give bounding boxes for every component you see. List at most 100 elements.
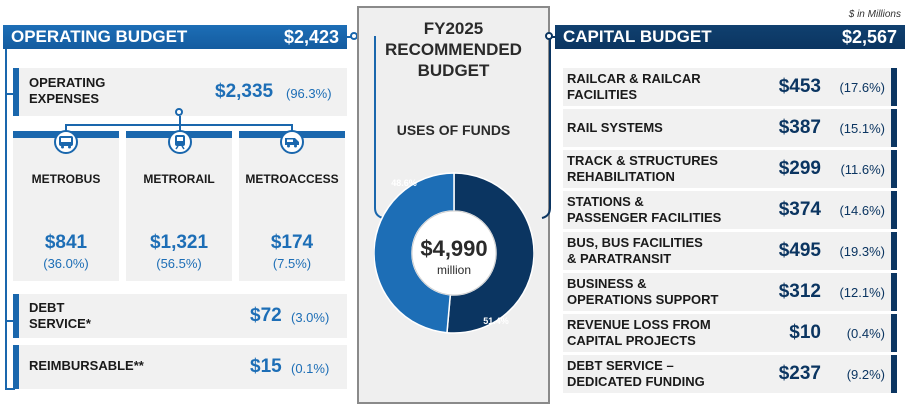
debt-service-label-line1: DEBT xyxy=(29,300,65,315)
capital-budget-title: CAPITAL BUDGET xyxy=(563,27,712,46)
mode-pct: (7.5%) xyxy=(272,256,312,271)
donut-label-capital: 51.4% xyxy=(483,316,509,326)
capital-item-accent xyxy=(891,355,897,393)
capital-item-pct: (17.6%) xyxy=(839,80,885,95)
connector-line-right xyxy=(541,36,551,219)
reimbursable-value: $15 xyxy=(250,356,282,377)
reimbursable-accent xyxy=(13,345,19,389)
capital-item-accent xyxy=(891,232,897,270)
modes-tree-drop xyxy=(291,124,293,131)
capital-item-label: BUSINESS & OPERATIONS SUPPORT xyxy=(567,276,767,308)
donut-total-unit: million xyxy=(437,263,471,277)
capital-item-row: TRACK & STRUCTURES REHABILITATION $299 (11.… xyxy=(563,150,897,188)
capital-item-label: RAIL SYSTEMS xyxy=(567,120,767,136)
capital-item-row: BUSINESS & OPERATIONS SUPPORT $312 (12.1%) xyxy=(563,273,897,311)
mode-box-metroaccess: METROACCESS $174 (7.5%) xyxy=(239,131,345,281)
capital-item-label-line1: BUS, BUS FACILITIES xyxy=(567,235,703,250)
capital-item-row: DEBT SERVICE – DEDICATED FUNDING $237 (9.2%… xyxy=(563,355,897,393)
operating-expenses-pct: (96.3%) xyxy=(286,86,332,101)
operating-budget-header: OPERATING BUDGET $2,423 xyxy=(3,25,347,49)
mode-name: METRORAIL xyxy=(143,172,215,186)
capital-item-value: $495 xyxy=(778,240,821,261)
uses-of-funds-label: USES OF FUNDS xyxy=(396,122,511,138)
modes-tree-node xyxy=(175,108,183,116)
debt-service-value: $72 xyxy=(250,305,282,326)
capital-item-value: $387 xyxy=(778,117,821,138)
capital-item-value: $10 xyxy=(789,322,821,343)
center-connector-right xyxy=(550,36,556,38)
mode-name: METROBUS xyxy=(31,172,101,186)
operating-budget-title: OPERATING BUDGET xyxy=(11,27,188,46)
mode-pct: (56.5%) xyxy=(156,256,202,271)
capital-item-label: REVENUE LOSS FROM CAPITAL PROJECTS xyxy=(567,317,767,349)
capital-item-pct: (0.4%) xyxy=(846,326,885,341)
capital-item-pct: (19.3%) xyxy=(839,244,885,259)
modes-tree-bar xyxy=(65,124,291,126)
reimbursable-label: REIMBURSABLE** xyxy=(29,358,144,373)
debt-service-box: DEBT SERVICE* $72 (3.0%) xyxy=(13,294,347,338)
capital-item-label: STATIONS & PASSENGER FACILITIES xyxy=(567,194,767,226)
rail-icon xyxy=(168,130,192,154)
reimbursable-pct: (0.1%) xyxy=(291,361,330,376)
operating-expenses-box: OPERATING EXPENSES $2,335 (96.3%) xyxy=(13,68,347,116)
capital-item-label-line2: CAPITAL PROJECTS xyxy=(567,333,696,348)
debt-service-accent xyxy=(13,294,19,338)
capital-item-label: TRACK & STRUCTURES REHABILITATION xyxy=(567,153,767,185)
bus-icon xyxy=(54,130,78,154)
capital-item-value: $374 xyxy=(778,199,821,220)
donut-hole xyxy=(411,210,497,296)
modes-tree-stem xyxy=(179,116,181,125)
capital-item-row: RAIL SYSTEMS $387 (15.1%) xyxy=(563,109,897,147)
capital-item-label-line1: BUSINESS & xyxy=(567,276,647,291)
capital-item-label: DEBT SERVICE – DEDICATED FUNDING xyxy=(567,358,767,390)
capital-item-label-line2: OPERATIONS SUPPORT xyxy=(567,292,719,307)
operating-expenses-accent xyxy=(13,68,19,116)
capital-item-value: $453 xyxy=(778,76,821,97)
capital-item-accent xyxy=(891,109,897,147)
connector-node xyxy=(545,32,553,40)
operating-tree-spine xyxy=(5,49,7,389)
capital-item-accent xyxy=(891,191,897,229)
reimbursable-box: REIMBURSABLE** $15 (0.1%) xyxy=(13,345,347,389)
capital-item-value: $299 xyxy=(778,158,821,179)
capital-item-row: REVENUE LOSS FROM CAPITAL PROJECTS $10 (0.4… xyxy=(563,314,897,352)
center-title-line3: BUDGET xyxy=(417,61,490,80)
operating-tree-branch xyxy=(5,320,15,322)
donut-label-operating: 48.6% xyxy=(391,178,417,188)
mode-name: METROACCESS xyxy=(245,172,339,186)
mode-box-metrorail: METRORAIL $1,321 (56.5%) xyxy=(126,131,232,281)
capital-item-accent xyxy=(891,150,897,188)
capital-item-pct: (15.1%) xyxy=(839,121,885,136)
mode-value: $174 xyxy=(270,232,314,253)
operating-tree-branch xyxy=(5,388,15,390)
capital-item-accent xyxy=(891,314,897,352)
capital-item-pct: (9.2%) xyxy=(846,367,885,382)
capital-budget-total: $2,567 xyxy=(841,26,897,47)
capital-item-pct: (11.6%) xyxy=(840,162,885,177)
operating-tree-branch xyxy=(5,93,15,95)
modes-tree-drop xyxy=(179,124,181,131)
capital-item-pct: (12.1%) xyxy=(839,285,885,300)
modes-tree-drop xyxy=(65,124,67,131)
capital-item-label-line1: REVENUE LOSS FROM xyxy=(567,317,711,332)
capital-item-accent xyxy=(891,273,897,311)
capital-item-label-line1: DEBT SERVICE – xyxy=(567,358,674,373)
capital-item-accent xyxy=(891,68,897,106)
mode-pct: (36.0%) xyxy=(43,256,89,271)
capital-item-pct: (14.6%) xyxy=(839,203,885,218)
capital-item-label-line2: DEDICATED FUNDING xyxy=(567,374,705,389)
capital-item-value: $312 xyxy=(778,281,821,302)
center-title-line1: FY2025 xyxy=(423,19,484,38)
capital-budget-header: CAPITAL BUDGET $2,567 xyxy=(555,25,905,49)
capital-item-value: $237 xyxy=(778,363,821,384)
units-note: $ in Millions xyxy=(848,9,901,20)
debt-service-pct: (3.0%) xyxy=(291,310,330,325)
center-title-line2: RECOMMENDED xyxy=(385,40,522,59)
capital-item-label-line1: RAIL SYSTEMS xyxy=(567,120,663,135)
operating-budget-total: $2,423 xyxy=(283,26,339,47)
capital-item-label-line1: RAILCAR & RAILCAR xyxy=(567,71,701,86)
capital-item-label-line2: FACILITIES xyxy=(567,87,638,102)
center-title: FY2025 RECOMMENDED BUDGET xyxy=(359,18,548,81)
mode-value: $1,321 xyxy=(149,232,209,253)
capital-item-label-line1: TRACK & STRUCTURES xyxy=(567,153,718,168)
